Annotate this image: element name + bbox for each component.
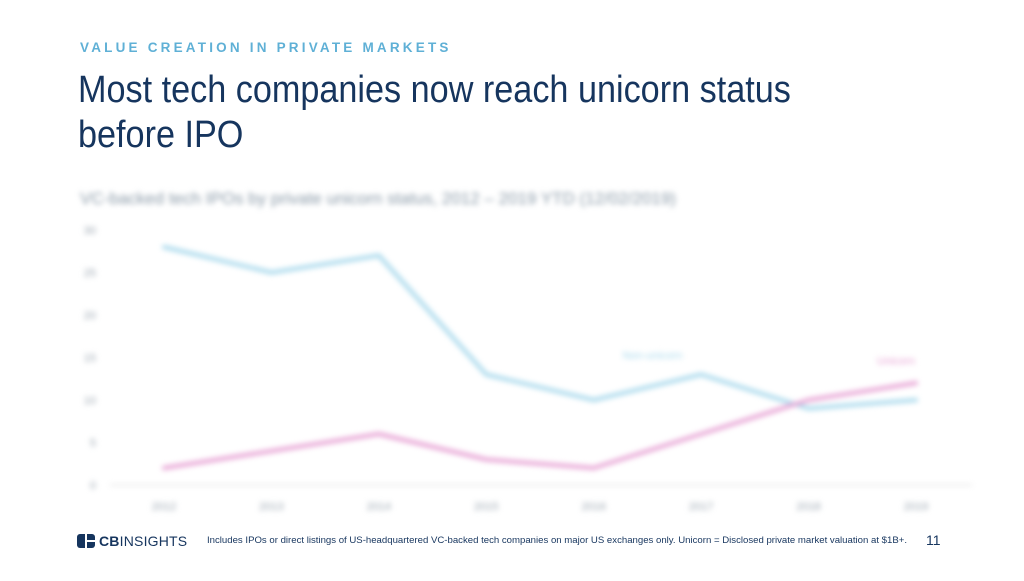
logo-bold: CB <box>99 533 120 549</box>
series-label-unicorn: Unicorn <box>877 355 915 367</box>
y-tick-label: 5 <box>90 438 96 450</box>
x-tick-label: 2013 <box>259 501 283 513</box>
logo-wordmark: CBINSIGHTS <box>99 533 187 549</box>
footnote: Includes IPOs or direct listings of US-h… <box>207 535 907 546</box>
x-tick-label: 2017 <box>689 501 713 513</box>
y-tick-label: 0 <box>90 480 96 492</box>
y-tick-label: 20 <box>84 310 96 322</box>
x-tick-label: 2019 <box>904 501 928 513</box>
x-axis: 2012 2013 2014 2015 2016 2017 2018 2019 <box>152 501 928 513</box>
x-tick-label: 2012 <box>152 501 176 513</box>
x-tick-label: 2016 <box>581 501 605 513</box>
cb-logo-icon <box>77 534 95 548</box>
logo-thin: INSIGHTS <box>120 533 188 549</box>
chart-title: VC-backed tech IPOs by private unicorn s… <box>80 189 676 208</box>
x-tick-label: 2014 <box>367 501 391 513</box>
series-label-non-unicorn: Non-unicorn <box>622 350 682 362</box>
y-tick-label: 30 <box>84 225 96 237</box>
x-tick-label: 2015 <box>474 501 498 513</box>
cb-insights-logo: CBINSIGHTS <box>77 532 187 550</box>
series-line-unicorn <box>164 383 916 468</box>
x-tick-label: 2018 <box>796 501 820 513</box>
page-number: 11 <box>926 532 941 548</box>
y-tick-label: 15 <box>84 353 96 365</box>
y-axis: 0 5 10 15 20 25 30 <box>84 225 96 492</box>
series-layer <box>164 247 916 468</box>
series-line-non-unicorn <box>164 247 916 409</box>
y-tick-label: 25 <box>84 268 96 280</box>
y-tick-label: 10 <box>84 395 96 407</box>
